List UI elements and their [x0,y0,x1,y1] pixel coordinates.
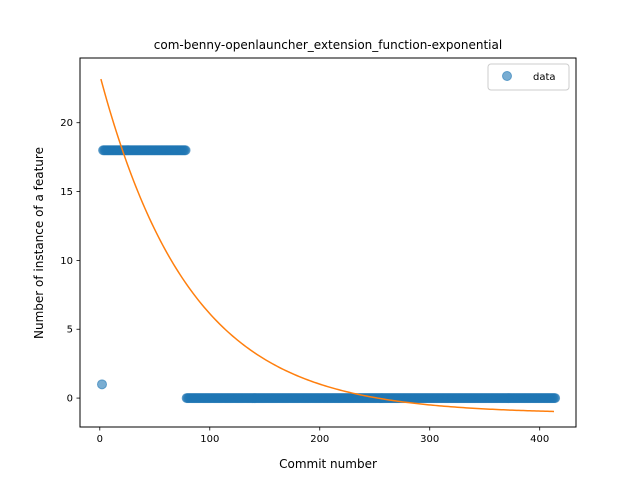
chart-title: com-benny-openlauncher_extension_functio… [154,38,502,52]
fit-line [101,79,554,411]
y-axis-label: Number of instance of a feature [32,147,46,339]
legend-label-data: data [533,72,556,83]
y-tick-label: 5 [67,325,73,336]
x-tick-label: 200 [310,434,329,445]
legend: data [488,64,569,90]
y-tick-label: 0 [67,394,73,405]
plot-marks [97,79,559,411]
y-tick-label: 10 [60,256,73,267]
x-tick-label: 0 [97,434,103,445]
data-point [551,394,560,403]
legend-box [488,64,569,90]
legend-marker-data [503,72,512,81]
y-tick-label: 15 [60,187,73,198]
x-tick-label: 400 [530,434,549,445]
data-point [97,380,106,389]
y-tick-label: 20 [60,118,73,129]
x-axis-label: Commit number [279,457,377,471]
data-point [181,146,190,155]
x-tick-label: 300 [420,434,439,445]
plot-area-frame [80,58,576,427]
x-tick-label: 100 [200,434,219,445]
